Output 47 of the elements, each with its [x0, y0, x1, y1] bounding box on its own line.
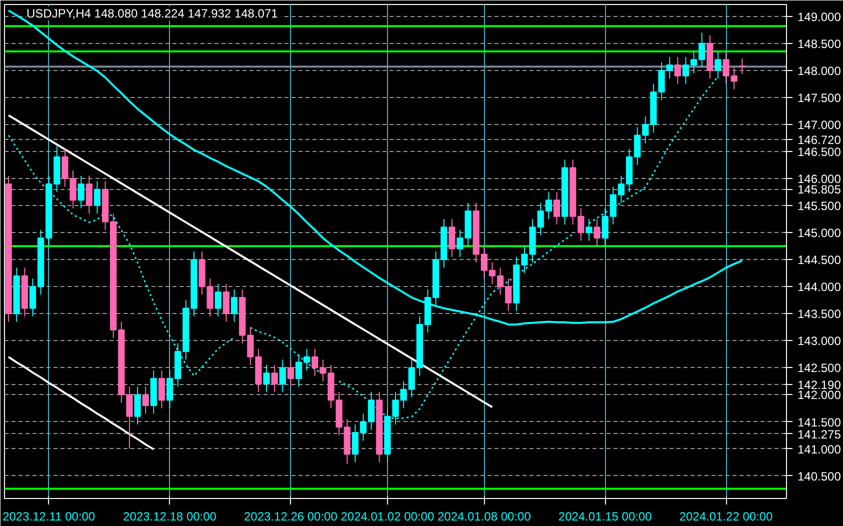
candlestick	[279, 359, 286, 393]
candlestick	[214, 283, 222, 317]
candlestick	[287, 359, 294, 388]
y-tick-label: 147.500	[798, 90, 842, 105]
candlestick	[586, 218, 592, 242]
candlestick	[674, 56, 681, 84]
y-tick-label: 146.500	[798, 145, 842, 160]
x-tick-label: 2023.12.11 00:00	[2, 510, 96, 524]
candlestick	[222, 283, 230, 322]
candlestick	[142, 386, 149, 414]
y-tick-label: 148.500	[798, 36, 842, 51]
x-tick-label: 2024.01.22 00:00	[679, 510, 774, 524]
y-tick-label: 149.000	[798, 10, 842, 24]
y-tick-label: 140.500	[798, 469, 842, 484]
candlestick	[134, 386, 141, 425]
line-series	[8, 356, 155, 450]
candlestick	[263, 364, 270, 393]
chart-title: USDJPY,H4 148.080 148.224 147.932 148.071	[26, 6, 278, 20]
y-tick-label: 148.000	[798, 64, 842, 78]
y-tick-label: 141.275	[798, 427, 842, 442]
y-tick-label: 143.500	[798, 307, 842, 322]
x-tick-label: 2024.01.02 00:00	[340, 510, 434, 524]
y-tick-label: 147.000	[798, 118, 842, 132]
y-tick-label: 141.500	[798, 415, 842, 430]
y-tick-label: 143.000	[798, 334, 842, 348]
y-tick-label: 145.000	[798, 226, 842, 240]
x-tick-label: 2024.01.15 00:00	[558, 510, 652, 524]
y-tick-label: 141.000	[798, 442, 842, 456]
candlestick	[158, 370, 166, 409]
y-tick-label: 144.000	[798, 280, 842, 294]
y-tick-label: 142.500	[798, 361, 842, 376]
candlestick	[86, 175, 92, 214]
candlestick	[738, 58, 746, 75]
y-tick-label: 145.500	[798, 199, 842, 214]
x-tick-label: 2024.01.08 00:00	[437, 510, 532, 524]
candlestick	[78, 175, 84, 209]
x-tick-label: 2023.12.26 00:00	[244, 510, 338, 524]
x-tick-label: 2023.12.18 00:00	[123, 510, 217, 524]
candlestick	[230, 288, 238, 322]
y-tick-label: 144.500	[798, 253, 842, 268]
line-series	[8, 114, 494, 408]
y-tick-label: 146.720	[798, 133, 842, 148]
candlestick	[553, 192, 560, 225]
candlestick	[594, 218, 600, 247]
candlestick	[448, 218, 456, 258]
candlestick	[94, 180, 101, 214]
candlestick	[271, 364, 278, 393]
